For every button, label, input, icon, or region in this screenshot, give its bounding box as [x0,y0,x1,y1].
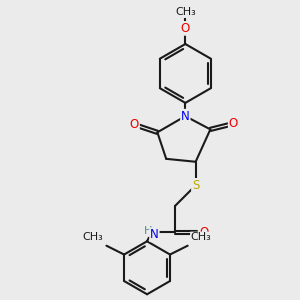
Text: S: S [192,179,199,192]
Text: N: N [181,110,190,123]
Text: O: O [229,117,238,130]
Text: H: H [144,226,153,236]
Text: CH₃: CH₃ [83,232,104,242]
Text: CH₃: CH₃ [175,7,196,17]
Text: O: O [199,226,208,239]
Text: O: O [130,118,139,131]
Text: CH₃: CH₃ [190,232,212,242]
Text: O: O [181,22,190,35]
Text: N: N [150,228,159,241]
